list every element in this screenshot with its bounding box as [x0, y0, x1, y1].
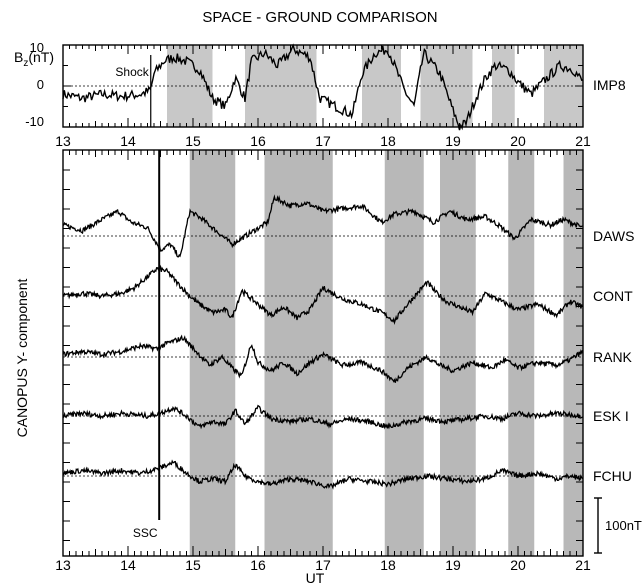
shock-annotation: Shock — [115, 65, 149, 79]
bottom-y-axis-label: CANOPUS Y- component — [14, 279, 30, 438]
station-traces — [62, 194, 584, 490]
trace-cont — [62, 264, 583, 325]
bottom-shade-band-5 — [563, 150, 583, 556]
station-label-daws: DAWS — [593, 228, 634, 244]
top-y-axis-label: Bz(nT) — [14, 49, 54, 69]
scale-bar: 100nT — [594, 497, 642, 554]
bottom-x-axis-label: UT — [306, 570, 325, 586]
bottom-xtick-label-20: 20 — [510, 557, 526, 573]
station-label-rank: RANK — [593, 349, 633, 365]
station-label-cont: CONT — [593, 288, 633, 304]
bottom-xtick-label-17: 17 — [315, 557, 331, 573]
imp8-bz-line — [62, 43, 584, 131]
top-ytick-label-0: 0 — [37, 77, 44, 92]
bottom-plot-frame — [62, 149, 584, 557]
top-xtick-label-14: 14 — [120, 133, 136, 149]
trace-esk-i — [62, 404, 583, 430]
ssc-annotation: SSC — [133, 526, 158, 540]
bottom-shade-band-1 — [264, 150, 333, 556]
bottom-xtick-label-16: 16 — [250, 557, 266, 573]
top-xtick-label-17: 17 — [315, 133, 331, 149]
station-label-fchu: FCHU — [593, 468, 632, 484]
bottom-xtick-label-14: 14 — [120, 557, 136, 573]
canopus-panel: 13 14 15 16 17 18 19 20 21 DAWS CONT RANK ESK I FCHU… — [14, 149, 642, 586]
figure-title: SPACE - GROUND COMPARISON — [202, 9, 437, 26]
top-ytick-label-neg10: -10 — [25, 114, 44, 129]
bottom-x-tick-labels: 13 14 15 16 17 18 19 20 21 — [55, 557, 591, 573]
top-xtick-label-20: 20 — [510, 133, 526, 149]
top-x-tick-labels: 13 14 15 16 17 18 19 20 21 — [55, 133, 591, 149]
bottom-xtick-label-13: 13 — [55, 557, 71, 573]
bottom-xtick-label-21: 21 — [575, 557, 591, 573]
station-labels: DAWS CONT RANK ESK I FCHU — [593, 228, 634, 484]
top-xtick-label-19: 19 — [445, 133, 461, 149]
top-xtick-label-13: 13 — [55, 133, 71, 149]
top-xtick-label-18: 18 — [380, 133, 396, 149]
bottom-xtick-label-18: 18 — [380, 557, 396, 573]
top-plot-frame — [62, 44, 584, 128]
station-label-esk-i: ESK I — [593, 408, 629, 424]
top-xtick-label-15: 15 — [185, 133, 201, 149]
trace-fchu — [62, 459, 584, 490]
bottom-shade-band-3 — [440, 150, 476, 556]
top-xtick-label-21: 21 — [575, 133, 591, 149]
top-ytick-label-10: 10 — [30, 40, 44, 55]
bottom-xtick-label-19: 19 — [445, 557, 461, 573]
top-xtick-label-16: 16 — [250, 133, 266, 149]
trace-rank — [62, 334, 584, 383]
imp8-panel: SPACE - GROUND COMPARISON Bz(nT) 10 0 -1… — [14, 9, 626, 149]
series-label-imp8: IMP8 — [593, 77, 626, 93]
bottom-xtick-label-15: 15 — [185, 557, 201, 573]
bottom-shade-band-4 — [508, 150, 535, 556]
scale-bar-label: 100nT — [605, 518, 642, 533]
trace-daws — [62, 194, 583, 258]
